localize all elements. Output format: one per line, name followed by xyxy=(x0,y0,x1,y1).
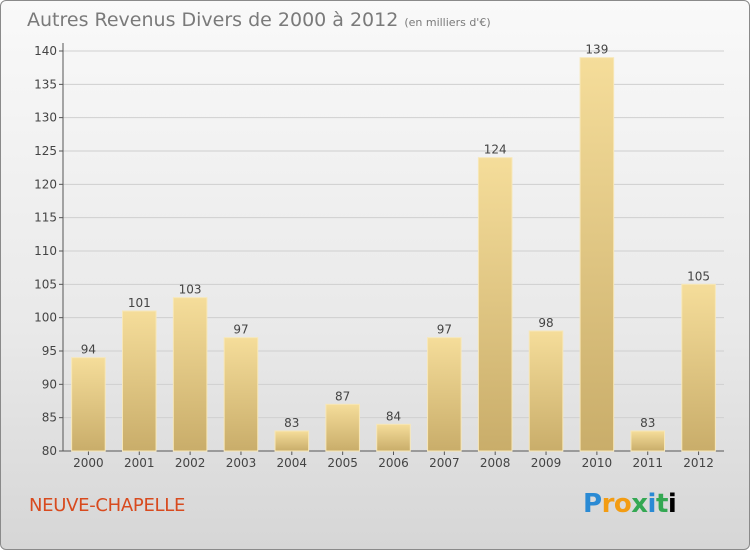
x-tick-label: 2010 xyxy=(582,456,613,470)
proxiti-logo[interactable]: Proxiti xyxy=(583,489,677,519)
x-tick-label: 2009 xyxy=(531,456,562,470)
bar-2005 xyxy=(325,403,360,452)
bar-2004 xyxy=(274,430,310,452)
value-label-2012: 105 xyxy=(687,269,710,283)
x-tick-label: 2011 xyxy=(632,456,663,470)
value-label-2005: 87 xyxy=(335,389,350,403)
bar-2010 xyxy=(579,57,615,452)
value-label-2006: 84 xyxy=(386,409,401,423)
bar-2000 xyxy=(71,357,106,452)
y-tick-label: 105 xyxy=(34,277,57,291)
bar-2002 xyxy=(172,297,208,452)
bar-2008 xyxy=(477,157,513,452)
x-tick-label: 2008 xyxy=(480,456,511,470)
bar-2009 xyxy=(528,330,564,452)
y-tick-label: 90 xyxy=(42,377,57,391)
value-label-2009: 98 xyxy=(538,316,553,330)
y-tick-label: 80 xyxy=(42,444,57,458)
y-tick-label: 135 xyxy=(34,77,57,91)
chart-subtitle: (en milliers d'€) xyxy=(404,16,491,29)
y-tick-label: 130 xyxy=(34,111,57,125)
y-tick-label: 100 xyxy=(34,311,57,325)
bar-2001 xyxy=(121,310,157,452)
x-tick-label: 2004 xyxy=(277,456,308,470)
value-label-2010: 139 xyxy=(585,43,608,57)
y-tick-label: 85 xyxy=(42,411,57,425)
value-label-2004: 83 xyxy=(284,416,299,430)
value-label-2008: 124 xyxy=(484,143,507,157)
bar-2011 xyxy=(630,430,666,452)
y-tick-label: 95 xyxy=(42,344,57,358)
bar-2012 xyxy=(681,283,716,452)
chart-title: Autres Revenus Divers de 2000 à 2012 (en … xyxy=(27,9,491,31)
y-tick-label: 115 xyxy=(34,211,57,225)
bar-2007 xyxy=(427,337,462,452)
y-tick-label: 125 xyxy=(34,144,57,158)
x-tick-label: 2002 xyxy=(175,456,206,470)
y-tick-label: 120 xyxy=(34,177,57,191)
commune-name: NEUVE-CHAPELLE xyxy=(29,495,186,516)
x-tick-label: 2000 xyxy=(73,456,104,470)
x-tick-label: 2003 xyxy=(226,456,257,470)
x-tick-label: 2006 xyxy=(378,456,409,470)
value-label-2001: 101 xyxy=(128,296,151,310)
x-tick-label: 2005 xyxy=(327,456,358,470)
x-tick-label: 2001 xyxy=(124,456,155,470)
value-label-2000: 94 xyxy=(81,343,96,357)
value-label-2002: 103 xyxy=(179,283,202,297)
value-label-2011: 83 xyxy=(640,416,655,430)
value-label-2003: 97 xyxy=(233,323,248,337)
bar-2006 xyxy=(376,423,411,452)
x-tick-label: 2012 xyxy=(683,456,714,470)
y-tick-label: 110 xyxy=(34,244,57,258)
x-tick-label: 2007 xyxy=(429,456,460,470)
bar-2003 xyxy=(223,337,259,452)
title-text: Autres Revenus Divers de 2000 à 2012 xyxy=(27,9,399,31)
y-tick-label: 140 xyxy=(34,44,57,58)
value-label-2007: 97 xyxy=(437,323,452,337)
